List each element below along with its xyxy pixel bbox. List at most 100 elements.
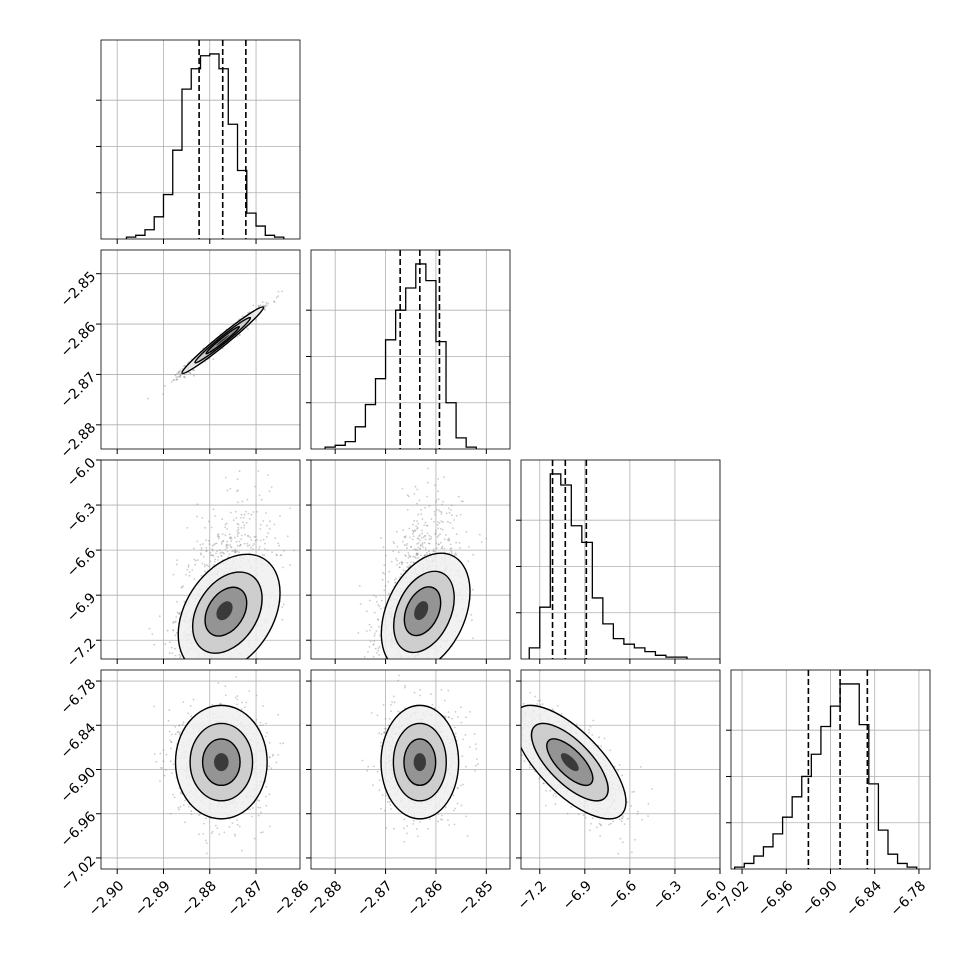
scatter-point [210, 526, 213, 529]
scatter-point [213, 560, 216, 563]
scatter-point [192, 369, 195, 371]
scatter-point [437, 543, 440, 546]
scatter-point [401, 561, 404, 564]
scatter-point [217, 559, 219, 561]
scatter-point [179, 372, 182, 375]
scatter-point [443, 476, 445, 478]
scatter-point [205, 539, 208, 542]
scatter-point [266, 549, 269, 552]
scatter-point [246, 542, 249, 545]
scatter-point [238, 540, 241, 543]
scatter-point [215, 660, 217, 662]
scatter-point [440, 513, 443, 515]
scatter-point [248, 690, 251, 692]
scatter-point [410, 561, 412, 563]
scatter-point [213, 543, 216, 546]
scatter-point [447, 537, 450, 540]
scatter-point [403, 535, 406, 538]
scatter-point [259, 528, 262, 530]
scatter-point [467, 560, 470, 563]
panel-2-2 [516, 459, 721, 664]
scatter-point [197, 559, 199, 561]
scatter-point [191, 569, 194, 571]
panel-background [521, 460, 720, 659]
panel-3-0 [96, 669, 301, 874]
scatter-point [416, 502, 418, 505]
scatter-layer [147, 290, 283, 400]
scatter-point [430, 518, 433, 520]
scatter-point [417, 552, 419, 555]
scatter-point [424, 538, 427, 541]
scatter-point [189, 372, 192, 375]
scatter-point [437, 498, 440, 501]
scatter-point [435, 499, 438, 502]
scatter-point [211, 544, 214, 547]
scatter-point [373, 640, 376, 643]
scatter-point [238, 334, 241, 337]
scatter-point [218, 535, 221, 538]
scatter-point [423, 554, 426, 557]
scatter-point [225, 543, 228, 546]
scatter-point [428, 534, 431, 537]
scatter-point [216, 550, 219, 553]
scatter-point [416, 554, 419, 556]
scatter-point [179, 374, 182, 376]
scatter-point [168, 641, 171, 643]
scatter-point [448, 539, 450, 542]
scatter-point [404, 535, 407, 538]
scatter-point [228, 533, 231, 535]
scatter-point [410, 546, 413, 548]
scatter-point [220, 543, 223, 545]
scatter-point [204, 563, 206, 566]
scatter-point [202, 833, 205, 835]
scatter-point [412, 531, 415, 533]
scatter-point [412, 561, 415, 564]
scatter-point [416, 549, 419, 552]
scatter-point [415, 525, 418, 527]
scatter-point [190, 813, 193, 816]
scatter-point [236, 335, 239, 338]
scatter-point [378, 654, 380, 656]
scatter-point [409, 536, 411, 539]
scatter-point [430, 538, 432, 540]
scatter-point [394, 663, 396, 665]
scatter-point [258, 548, 260, 551]
scatter-point [465, 530, 468, 533]
scatter-point [416, 488, 419, 491]
scatter-point [244, 706, 246, 709]
scatter-point [253, 837, 256, 840]
scatter-point [273, 301, 276, 304]
scatter-point [265, 722, 267, 725]
scatter-point [171, 652, 174, 655]
scatter-point [267, 474, 269, 476]
scatter-point [192, 369, 195, 372]
scatter-point [234, 550, 237, 553]
scatter-point [414, 549, 417, 551]
scatter-point [401, 667, 403, 669]
panel-frame [100, 459, 301, 660]
scatter-point [419, 548, 422, 551]
scatter-point [406, 547, 408, 550]
scatter-point [233, 663, 235, 665]
scatter-point [211, 830, 214, 833]
scatter-point [394, 581, 397, 584]
contour-level-3 [414, 601, 429, 621]
scatter-point [455, 514, 458, 517]
scatter-point [413, 493, 416, 495]
scatter-point [420, 513, 423, 515]
scatter-point [207, 565, 210, 568]
scatter-point [393, 579, 396, 581]
scatter-point [223, 552, 225, 555]
scatter-point [396, 559, 399, 562]
scatter-point [278, 544, 280, 547]
scatter-point [198, 814, 201, 816]
scatter-point [234, 550, 237, 552]
scatter-point [181, 367, 184, 370]
scatter-point [428, 505, 431, 507]
scatter-point [417, 542, 420, 544]
scatter-point [441, 545, 444, 548]
scatter-point [400, 573, 402, 576]
scatter-point [259, 539, 262, 542]
scatter-point [209, 554, 212, 556]
scatter-point [267, 302, 270, 305]
